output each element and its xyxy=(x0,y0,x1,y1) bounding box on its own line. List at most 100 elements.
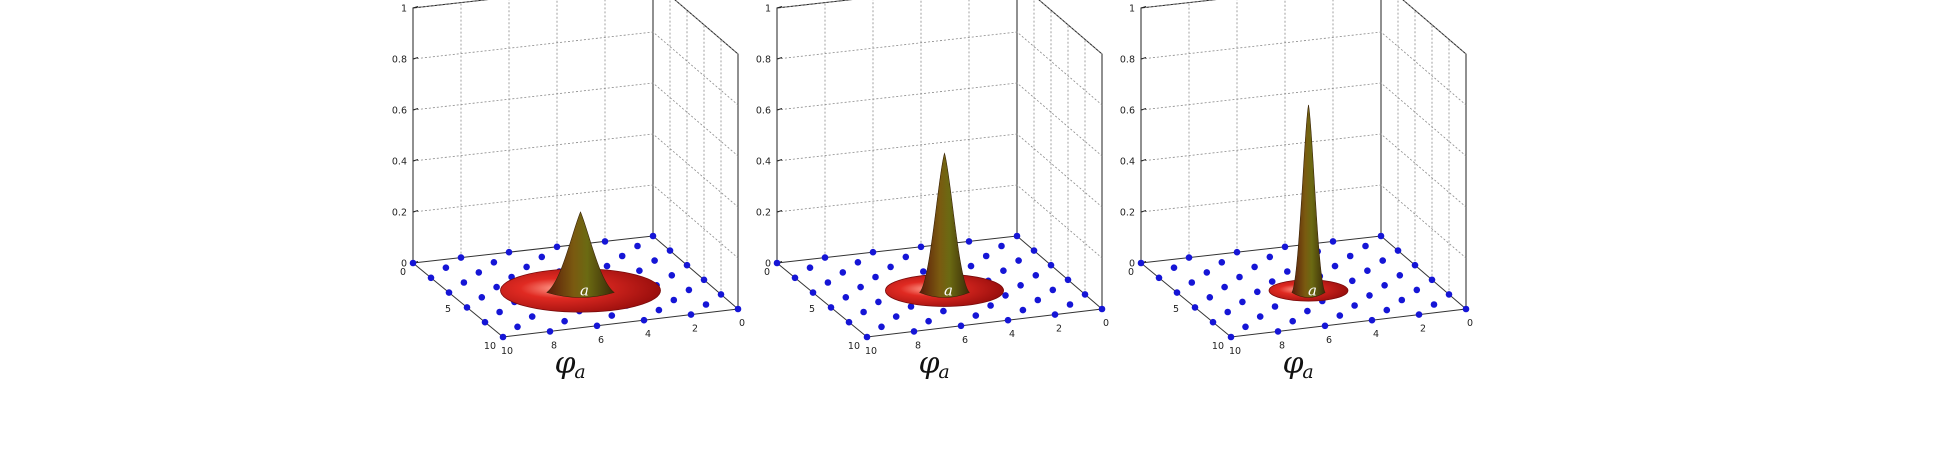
lattice-point xyxy=(603,262,611,270)
front-axis-tick-label: 2 xyxy=(692,324,698,335)
lattice-point xyxy=(1271,303,1279,310)
lattice-point xyxy=(493,283,500,291)
back-wall-right xyxy=(1380,0,1467,309)
left-axis-tick-label: 10 xyxy=(848,341,860,352)
x-axis-label: φ xyxy=(554,346,575,381)
lattice-point xyxy=(791,274,799,282)
lattice-point xyxy=(965,238,973,245)
left-axis-tick-label: 10 xyxy=(1212,341,1224,352)
front-axis-tick-label: 10 xyxy=(1229,346,1241,357)
lattice-point xyxy=(1364,267,1371,275)
lattice-point xyxy=(608,312,616,319)
lattice-point xyxy=(1185,254,1193,261)
x-axis-label: φ xyxy=(1282,346,1303,381)
lattice-point xyxy=(827,304,835,311)
lattice-point xyxy=(1346,252,1354,260)
lattice-point xyxy=(1383,306,1391,314)
lattice-point xyxy=(907,303,915,310)
z-tick-label: 0.2 xyxy=(1120,208,1135,219)
lattice-point xyxy=(1004,316,1012,324)
lattice-point xyxy=(857,283,864,291)
z-tick-label: 0.2 xyxy=(756,208,771,219)
lattice-point xyxy=(1274,328,1282,335)
z-tick-label: 0 xyxy=(401,259,407,270)
lattice-point xyxy=(1396,272,1404,279)
z-tick-label: 1 xyxy=(401,4,407,15)
z-tick-label: 0 xyxy=(1129,259,1135,270)
front-axis-tick-label: 4 xyxy=(1009,329,1015,340)
left-axis-tick-label: 0 xyxy=(1128,267,1134,278)
front-axis-tick-label: 4 xyxy=(1373,329,1379,340)
lattice-point xyxy=(1000,267,1007,275)
lattice-point xyxy=(1098,305,1106,313)
lattice-point xyxy=(505,248,513,256)
lattice-point xyxy=(683,261,691,269)
lattice-point xyxy=(1366,292,1373,299)
lattice-point xyxy=(655,306,663,314)
front-axis-tick-label: 0 xyxy=(1103,318,1109,329)
lattice-point xyxy=(475,269,483,276)
lattice-point xyxy=(839,269,847,276)
lattice-point xyxy=(1321,322,1329,330)
z-tick-label: 0.4 xyxy=(1120,157,1135,168)
lattice-point xyxy=(1049,286,1057,294)
lattice-point xyxy=(1002,292,1009,299)
lattice-point xyxy=(982,252,990,260)
lattice-point xyxy=(1030,247,1038,254)
lattice-point xyxy=(427,274,435,282)
lattice-point xyxy=(1203,269,1211,276)
lattice-point xyxy=(824,279,832,286)
lattice-point xyxy=(987,302,994,309)
front-axis-tick-label: 10 xyxy=(865,346,877,357)
lattice-point xyxy=(409,259,417,267)
lattice-point xyxy=(892,313,900,320)
lattice-point xyxy=(463,304,471,311)
lattice-point xyxy=(1351,302,1358,309)
lattice-point xyxy=(967,262,975,270)
lattice-point xyxy=(902,253,910,261)
z-tick-mark xyxy=(1140,108,1147,111)
lattice-point xyxy=(1032,272,1040,279)
lattice-point xyxy=(1251,263,1258,271)
lattice-point xyxy=(1064,276,1072,284)
lattice-point xyxy=(561,317,568,325)
lattice-point xyxy=(1430,301,1438,308)
lattice-point xyxy=(1206,294,1214,301)
z-tick-mark xyxy=(1140,57,1147,60)
z-tick-mark xyxy=(776,6,783,9)
lattice-point xyxy=(910,328,918,335)
lattice-point xyxy=(634,242,641,250)
lattice-point xyxy=(1377,232,1385,240)
lattice-point xyxy=(1137,259,1145,267)
lattice-point xyxy=(1227,333,1235,341)
lattice-point xyxy=(460,279,468,286)
lattice-point xyxy=(636,267,643,275)
lattice-point xyxy=(1017,282,1024,289)
center-label: a xyxy=(1308,282,1317,300)
lattice-point xyxy=(618,252,626,260)
z-tick-label: 0.8 xyxy=(392,55,407,66)
lattice-point xyxy=(538,253,546,261)
lattice-point xyxy=(1221,283,1228,291)
lattice-point xyxy=(917,243,925,251)
lattice-point xyxy=(1381,282,1388,289)
left-axis-tick-label: 0 xyxy=(400,267,406,278)
lattice-point xyxy=(546,328,554,335)
center-label: a xyxy=(944,282,953,300)
lattice-point xyxy=(668,272,676,279)
center-label: a xyxy=(580,282,589,300)
lattice-point xyxy=(1224,308,1231,316)
lattice-point xyxy=(1268,278,1276,285)
lattice-point xyxy=(1289,317,1296,325)
back-wall-left xyxy=(776,0,1018,263)
lattice-point xyxy=(1081,291,1089,298)
lattice-point xyxy=(1415,311,1423,318)
lattice-point xyxy=(1066,301,1074,308)
lattice-point xyxy=(869,248,877,256)
back-wall-right xyxy=(1016,0,1103,309)
lattice-point xyxy=(1051,311,1059,318)
lattice-point xyxy=(845,318,853,326)
lattice-point xyxy=(878,323,885,331)
lattice-point xyxy=(925,317,932,325)
